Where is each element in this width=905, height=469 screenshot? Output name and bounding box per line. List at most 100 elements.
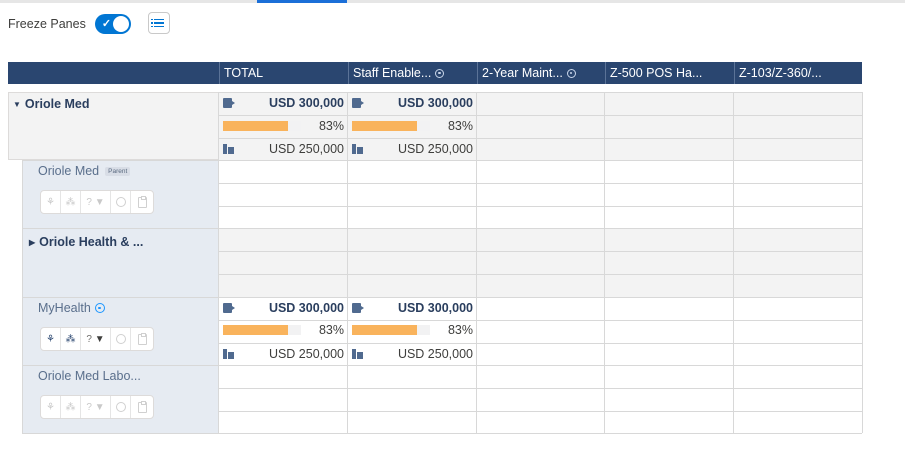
chevron-down-icon: ▼ [94,196,105,208]
progress-bar [223,325,301,335]
target-icon[interactable] [94,303,105,313]
hierarchy-icon[interactable]: ⚘ [41,396,61,418]
grid-line [22,433,862,434]
header-separator [219,62,220,84]
expander-icon[interactable]: ▼ [13,100,21,109]
status-dropdown[interactable]: ? ▼ [81,191,111,213]
target-amount: USD 250,000 [268,347,344,361]
freeze-panes-label: Freeze Panes [8,17,86,31]
row-name-label: MyHealth [38,301,91,315]
row-name-oriole-med-parent[interactable]: Oriole Med Parent [38,164,131,178]
column-header-total[interactable]: TOTAL [219,62,348,84]
row-name-oriole-med[interactable]: ▼ Oriole Med [13,97,90,111]
grid-line [219,343,862,344]
progress-percent: 83% [318,323,344,337]
list-view-button[interactable] [148,12,170,34]
row-action-toolbar: ⚘ ⁂ ? ▼ [40,327,154,351]
freeze-panes-control: Freeze Panes ✓ [8,13,131,35]
column-header-staff-enable[interactable]: Staff Enable... [348,62,477,84]
row-header-oriole-med[interactable] [8,92,219,160]
circle-shape [115,197,126,207]
building-icon [223,349,234,359]
grid-line [219,183,862,184]
total-amount: USD 300,000 [268,301,344,315]
column-header-label: TOTAL [224,66,264,80]
progress-percent: 83% [318,119,344,133]
status-dropdown[interactable]: ? ▼ [81,396,111,418]
header-separator [605,62,606,84]
grid-line [219,206,862,207]
grid-line [22,228,862,229]
column-header-z-500-pos[interactable]: Z-500 POS Ha... [605,62,734,84]
toggle-knob [112,16,129,32]
dropdown-value: ? [86,401,92,413]
list-icon-line [151,25,164,28]
circle-icon[interactable] [111,396,131,418]
list-icon-line [151,22,164,24]
grid-line [733,92,734,433]
header-separator [477,62,478,84]
grid-line [22,297,862,298]
org-chart-icon[interactable]: ⁂ [61,328,81,350]
hierarchy-icon[interactable]: ⚘ [41,191,61,213]
progress-bar [223,121,301,131]
hierarchy-icon[interactable]: ⚘ [41,328,61,350]
clipboard-shape [137,195,147,208]
clipboard-icon[interactable] [131,191,153,213]
target-amount: USD 250,000 [268,142,344,156]
progress-percent: 83% [447,323,473,337]
target-icon[interactable] [566,69,576,78]
row-name-label: Oriole Health & ... [39,235,144,249]
grid-line [22,160,23,433]
building-icon [352,349,363,359]
row-name-label: Oriole Med [38,164,100,178]
circle-icon[interactable] [111,328,131,350]
document-icon [223,303,235,313]
target-amount: USD 250,000 [397,347,473,361]
row-action-toolbar: ⚘ ⁂ ? ▼ [40,395,154,419]
staff-amount: USD 300,000 [397,96,473,110]
row-name-oriole-med-labo[interactable]: Oriole Med Labo... [38,369,141,383]
row-name-myhealth[interactable]: MyHealth [38,301,105,315]
clipboard-shape [137,332,147,345]
row-name-label: Oriole Med [24,97,90,111]
column-header-label: Z-103/Z-360/... [739,66,822,80]
progress-fill [352,121,417,131]
clipboard-icon[interactable] [131,328,153,350]
row-name-oriole-health[interactable]: ▶ Oriole Health & ... [29,235,143,249]
document-icon [352,303,364,313]
chevron-down-icon: ▼ [94,401,105,413]
grid-line [219,320,862,321]
clipboard-icon[interactable] [131,396,153,418]
grid-line [219,92,862,93]
column-header-label: 2-Year Maint... [482,66,563,80]
circle-shape [115,402,126,412]
freeze-panes-toggle[interactable]: ✓ [94,14,131,34]
column-header-2-year-maint[interactable]: 2-Year Maint... [477,62,605,84]
grid-line [219,411,862,412]
dropdown-value: ? [86,333,92,345]
progress-fill [352,325,417,335]
check-icon: ✓ [101,18,112,30]
dropdown-value: ? [86,196,92,208]
status-dropdown[interactable]: ? ▼ [81,328,111,350]
column-header-label: Z-500 POS Ha... [610,66,703,80]
progress-fill [223,121,288,131]
column-header-label: Staff Enable... [353,66,432,80]
total-amount: USD 300,000 [268,96,344,110]
circle-icon[interactable] [111,191,131,213]
org-chart-icon[interactable]: ⁂ [61,396,81,418]
row-action-toolbar: ⚘ ⁂ ? ▼ [40,190,154,214]
circle-shape [115,334,126,344]
column-header-z-103-z-360[interactable]: Z-103/Z-360/... [734,62,862,84]
expander-icon[interactable]: ▶ [29,238,36,247]
grid-line [219,388,862,389]
target-icon[interactable] [435,69,445,78]
row-oriole-med-cells [219,92,862,160]
org-chart-icon[interactable]: ⁂ [61,191,81,213]
chevron-down-icon: ▼ [94,333,105,345]
row-name-label: Oriole Med Labo... [38,369,141,383]
grid-line [22,160,862,161]
building-icon [352,144,363,154]
staff-amount: USD 300,000 [397,301,473,315]
